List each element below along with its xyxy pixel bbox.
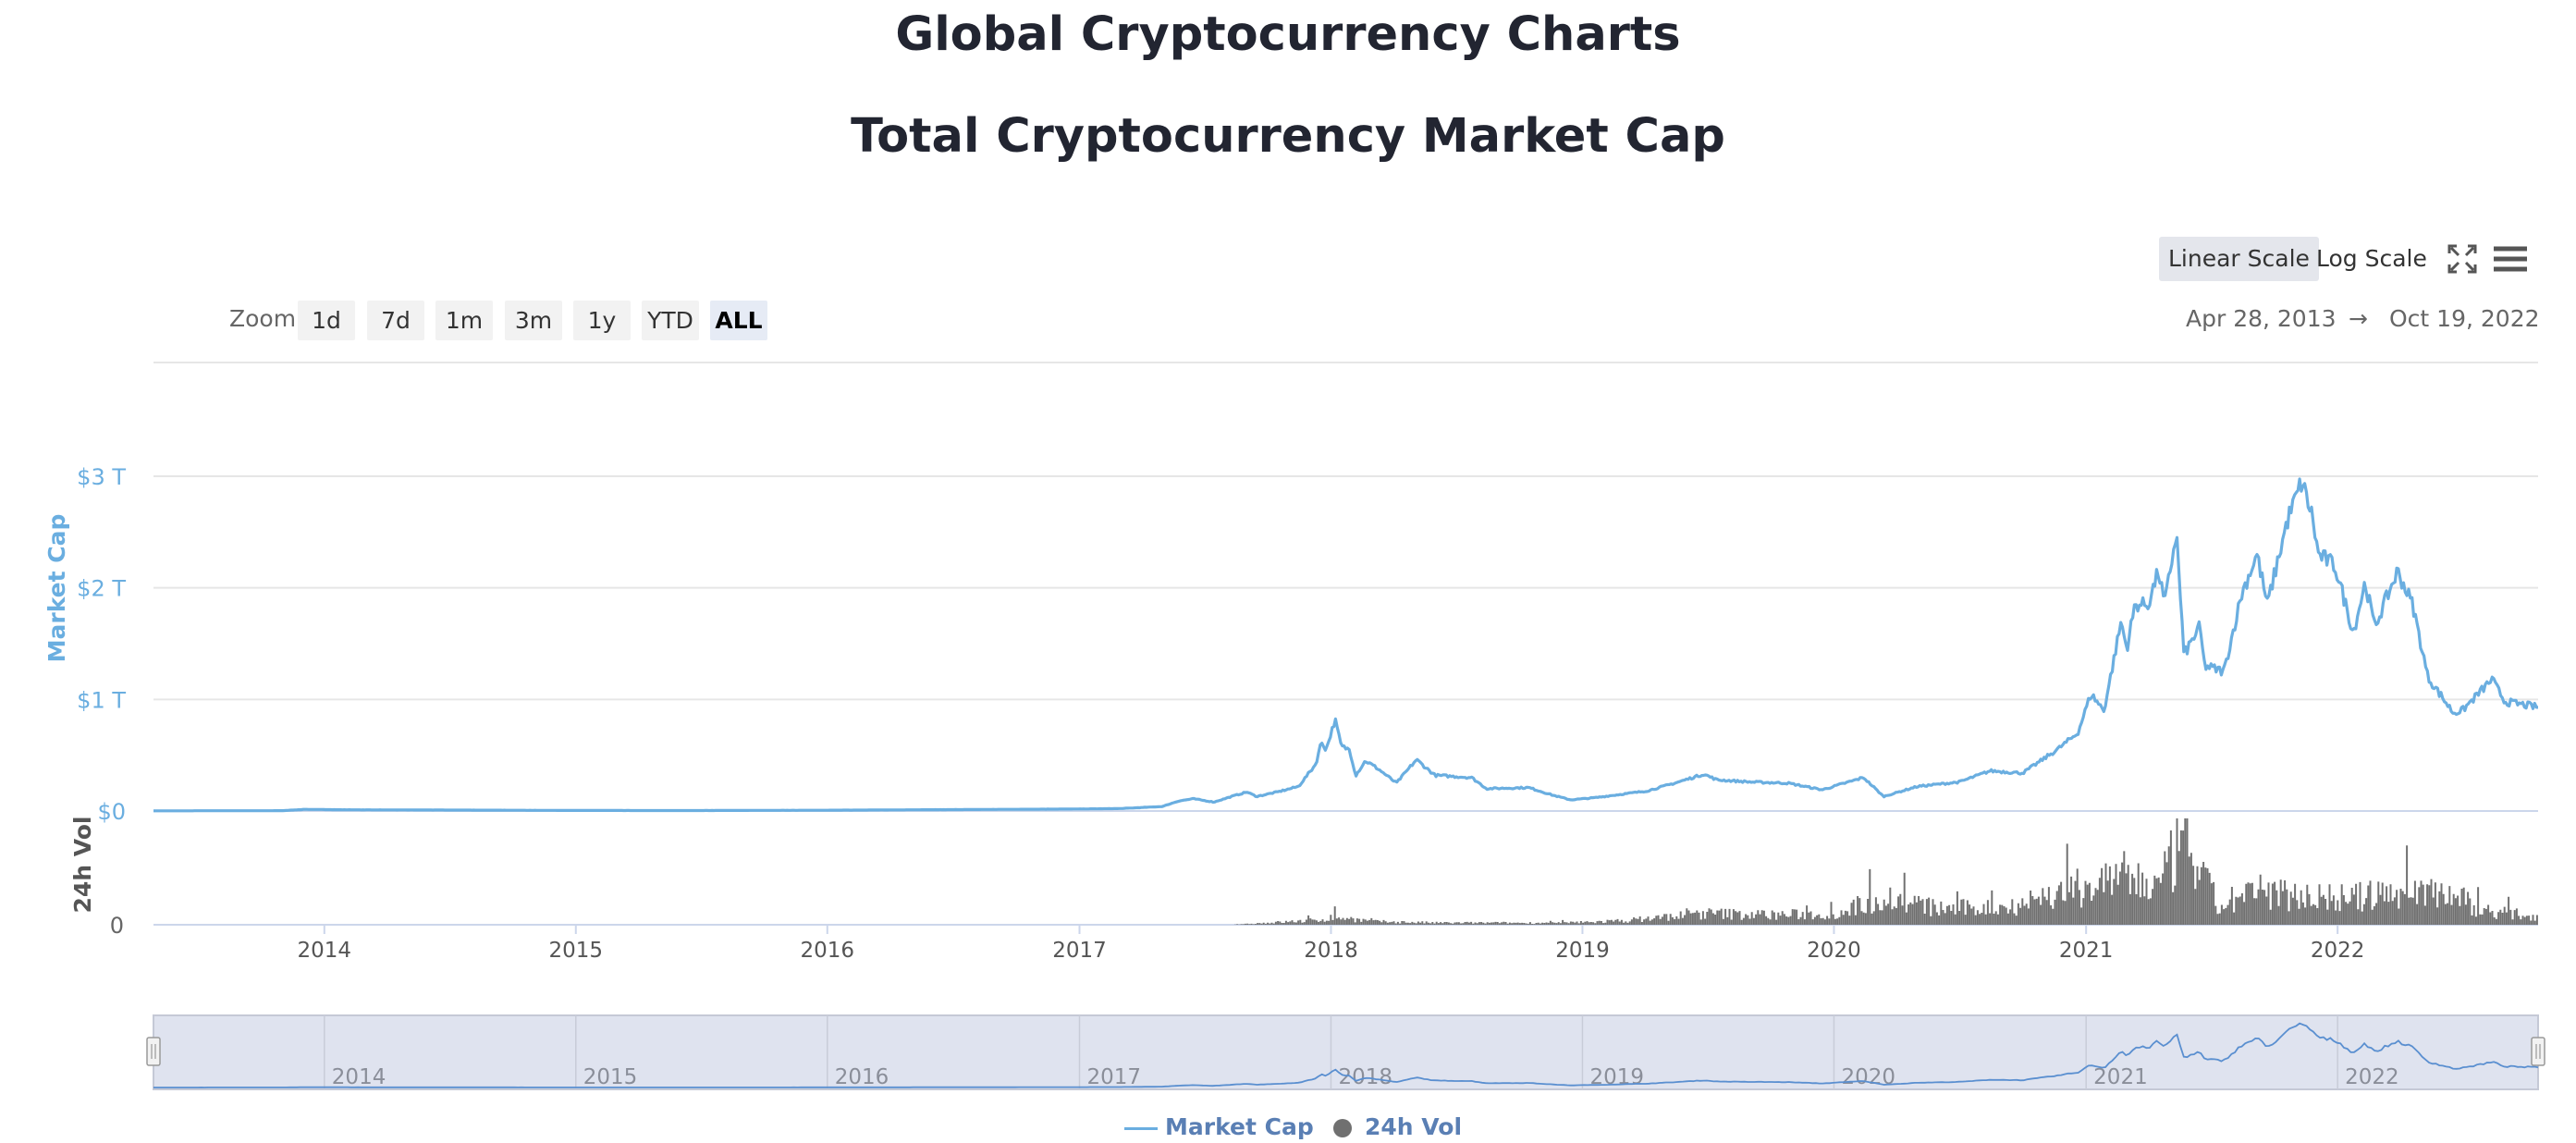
range-from[interactable]: Apr 28, 2013 xyxy=(2186,305,2337,332)
axes: $0 $1 T $2 T $3 T Market Cap 0 24h Vol 2014 2015… xyxy=(43,464,2364,963)
zoom-1d-button[interactable]: 1d xyxy=(298,301,355,340)
x-tick-label: 2021 xyxy=(2059,939,2114,963)
zoom-ytd-button[interactable]: YTD xyxy=(642,301,699,340)
y-tick-label: $2 T xyxy=(77,576,126,602)
navigator-tick-label: 2018 xyxy=(1338,1065,1392,1089)
chart-title: Total Cryptocurrency Market Cap xyxy=(851,109,1725,164)
range-arrow: → xyxy=(2349,305,2368,332)
range-to[interactable]: Oct 19, 2022 xyxy=(2389,305,2540,332)
navigator-tick-label: 2021 xyxy=(2093,1065,2148,1089)
legend-market-cap-label: Market Cap xyxy=(1165,1113,1314,1140)
fullscreen-button[interactable] xyxy=(2440,237,2484,281)
zoom-1m-button[interactable]: 1m xyxy=(435,301,493,340)
market-cap-series xyxy=(153,477,2538,813)
volume-bar xyxy=(1233,818,2538,925)
fullscreen-icon xyxy=(2447,244,2477,274)
navigator-tick-label: 2014 xyxy=(332,1065,386,1089)
x-tick-label: 2019 xyxy=(1555,939,1610,963)
x-tick-label: 2014 xyxy=(298,939,352,963)
zoom-all-button[interactable]: ALL xyxy=(710,301,767,340)
x-tick-label: 2017 xyxy=(1052,939,1107,963)
zoom-label: Zoom xyxy=(229,305,297,332)
x-tick-label: 2022 xyxy=(2311,939,2365,963)
hamburger-menu-icon xyxy=(2494,246,2527,272)
market-cap-line xyxy=(153,477,2538,813)
navigator-tick-label: 2015 xyxy=(583,1065,638,1089)
legend-line-icon xyxy=(1124,1126,1158,1130)
x-tick-label: 2015 xyxy=(549,939,604,963)
legend-volume[interactable]: 24h Vol xyxy=(1333,1113,1462,1140)
legend-market-cap[interactable]: Market Cap xyxy=(1124,1113,1314,1140)
page-title: Global Cryptocurrency Charts xyxy=(895,7,1681,62)
chart-menu-button[interactable] xyxy=(2488,237,2533,281)
navigator-handle-right[interactable] xyxy=(2531,1037,2545,1066)
navigator-tick-label: 2016 xyxy=(835,1065,889,1089)
y-axis-title: Market Cap xyxy=(43,514,70,663)
navigator-tick-label: 2019 xyxy=(1589,1065,1644,1089)
volume-tick-label: 0 xyxy=(110,913,124,939)
x-tick-label: 2018 xyxy=(1304,939,1358,963)
navigator-handle-left[interactable] xyxy=(146,1037,161,1066)
navigator-tick-label: 2020 xyxy=(1841,1065,1895,1089)
y-tick-label: $0 xyxy=(97,799,126,825)
navigator-tick-label: 2017 xyxy=(1086,1065,1141,1089)
x-tick-label: 2020 xyxy=(1807,939,1861,963)
x-tick-label: 2016 xyxy=(800,939,854,963)
volume-axis-title: 24h Vol xyxy=(69,816,96,913)
y-tick-label: $1 T xyxy=(77,687,126,713)
legend-volume-label: 24h Vol xyxy=(1365,1113,1463,1140)
zoom-3m-button[interactable]: 3m xyxy=(505,301,562,340)
y-tick-label: $3 T xyxy=(77,464,126,490)
zoom-1y-button[interactable]: 1y xyxy=(573,301,631,340)
linear-scale-button[interactable]: Linear Scale xyxy=(2159,237,2319,281)
navigator-series-line xyxy=(153,1022,2539,1088)
navigator-tick-label: 2022 xyxy=(2345,1065,2399,1089)
legend-dot-icon xyxy=(1333,1119,1352,1137)
navigator[interactable]: 2014 2015 2016 2017 2018 2019 2020 2021 2022 xyxy=(146,1014,2545,1090)
log-scale-button[interactable]: Log Scale xyxy=(2316,245,2427,272)
zoom-7d-button[interactable]: 7d xyxy=(367,301,424,340)
volume-bars xyxy=(1233,818,2538,925)
